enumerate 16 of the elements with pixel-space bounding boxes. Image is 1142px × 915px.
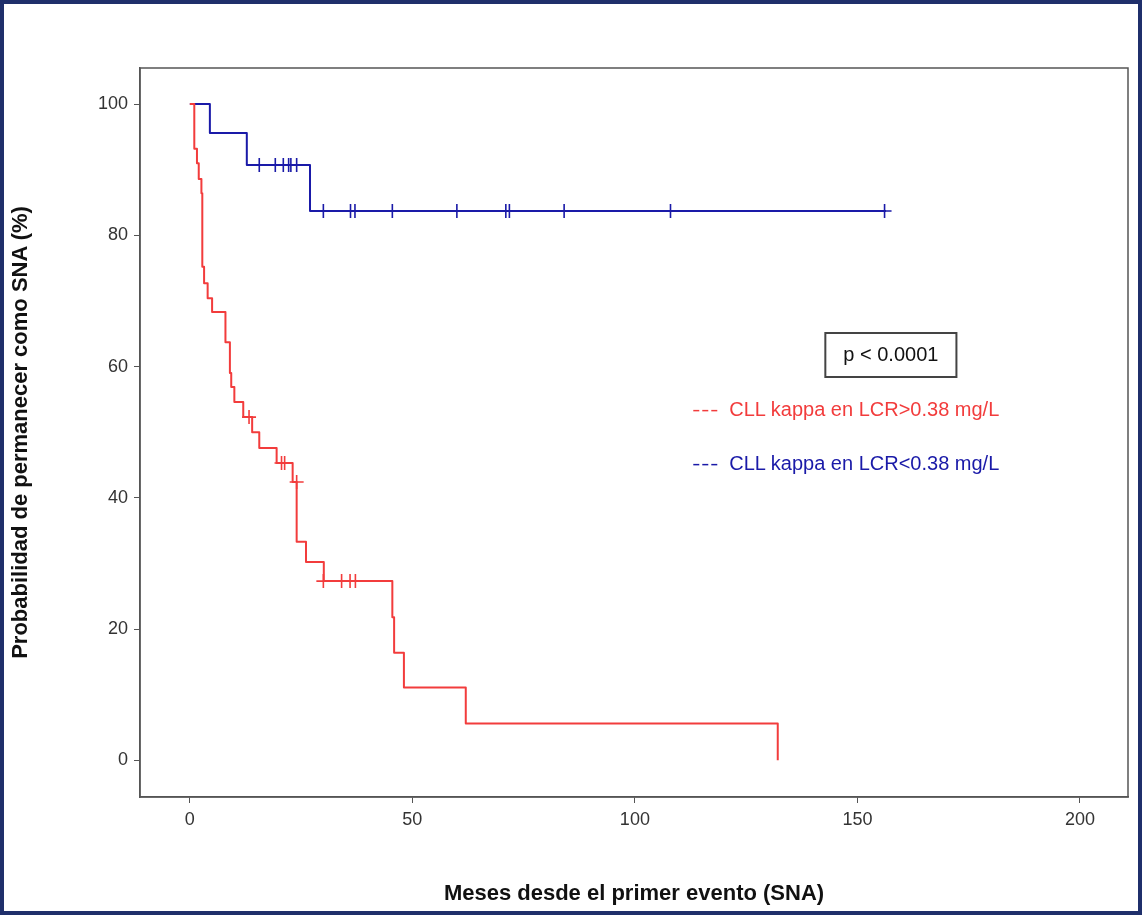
x-axis-title: Meses desde el primer evento (SNA): [443, 879, 825, 905]
x-tick-label: 200: [1064, 808, 1095, 829]
y-tick-label: 0: [117, 749, 128, 770]
y-axis-title: Probabilidad de permanecer como SNA (%): [7, 206, 33, 659]
y-tick-label: 80: [107, 224, 128, 245]
y-tick-label: 60: [107, 355, 128, 376]
x-tick-label: 150: [842, 808, 873, 829]
legend-label: CLL kappa en LCR<0.38 mg/L: [729, 452, 1000, 475]
y-tick-label: 40: [107, 486, 128, 507]
y-tick-label: 100: [97, 93, 128, 114]
annotation: p < 0.0001: [843, 342, 939, 365]
x-tick-label: 0: [184, 808, 195, 829]
legend-label: CLL kappa en LCR>0.38 mg/L: [729, 398, 1000, 421]
y-tick-label: 20: [107, 617, 128, 638]
x-tick-label: 100: [619, 808, 650, 829]
x-tick-label: 50: [402, 808, 423, 829]
